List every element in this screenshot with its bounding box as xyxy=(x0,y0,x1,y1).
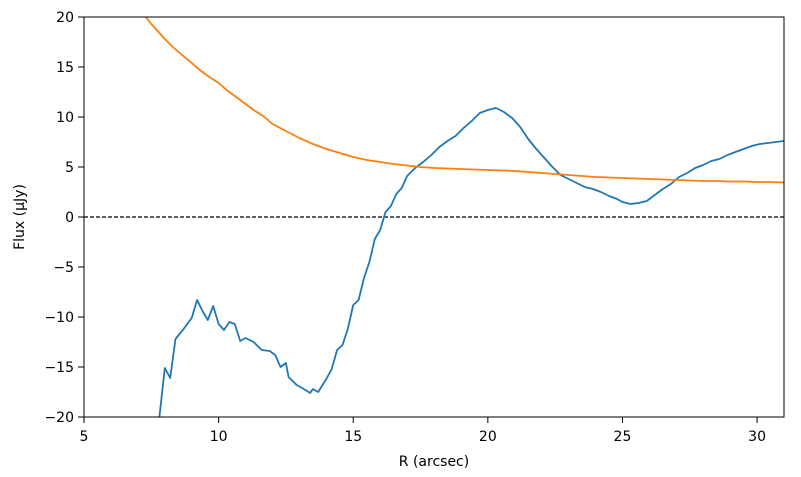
y-tick-label: 0 xyxy=(65,210,74,226)
y-tick-label: 20 xyxy=(56,10,74,26)
y-tick-label: 15 xyxy=(56,60,74,76)
y-tick-label: 10 xyxy=(56,110,74,126)
x-tick-label: 20 xyxy=(479,429,497,445)
y-tick-label: −20 xyxy=(44,410,74,426)
x-tick-label: 15 xyxy=(344,429,362,445)
x-tick-label: 25 xyxy=(614,429,632,445)
y-tick-label: −10 xyxy=(44,310,74,326)
y-axis-ticks: −20 −15 −10 −5 0 5 10 15 20 xyxy=(44,10,84,426)
series-line-2 xyxy=(145,17,784,184)
series-layer xyxy=(145,17,784,417)
y-tick-label: 5 xyxy=(65,160,74,176)
y-axis-label: Flux (μJy) xyxy=(12,184,28,250)
series-line-1 xyxy=(158,107,784,417)
y-tick-label: −5 xyxy=(53,260,74,276)
x-tick-label: 30 xyxy=(748,429,766,445)
y-tick-label: −15 xyxy=(44,360,74,376)
x-tick-label: 10 xyxy=(210,429,228,445)
x-axis-ticks: 5 10 15 20 25 30 xyxy=(80,417,766,445)
x-tick-label: 5 xyxy=(80,429,89,445)
x-axis-label: R (arcsec) xyxy=(399,454,469,470)
